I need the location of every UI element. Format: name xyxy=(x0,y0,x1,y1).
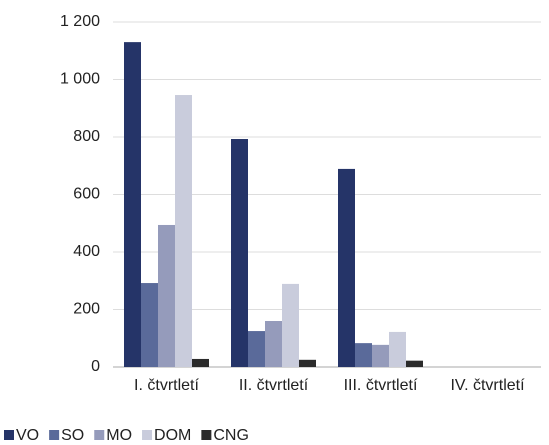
legend-label: DOM xyxy=(154,427,191,444)
legend-swatch xyxy=(4,430,14,440)
x-tick-label: IV. čtvrtletí xyxy=(450,377,525,394)
bar xyxy=(355,343,372,367)
bar xyxy=(192,358,209,367)
bar xyxy=(389,331,406,367)
y-tick-label: 600 xyxy=(73,186,100,203)
bar xyxy=(175,95,192,368)
bar xyxy=(231,139,248,367)
legend-label: SO xyxy=(61,427,84,444)
x-tick-label: I. čtvrtletí xyxy=(134,377,199,394)
legend-swatch xyxy=(201,430,212,440)
y-tick-label: 0 xyxy=(91,358,100,375)
y-tick-label: 200 xyxy=(73,301,100,318)
x-tick-label: II. čtvrtletí xyxy=(239,377,309,394)
x-tick-label: III. čtvrtletí xyxy=(344,377,418,394)
bar xyxy=(338,168,355,367)
bar xyxy=(406,360,423,367)
bar xyxy=(282,283,299,367)
y-tick-label: 1 200 xyxy=(60,13,100,30)
bar xyxy=(299,359,316,367)
bar xyxy=(141,283,158,367)
legend-swatch xyxy=(94,430,105,440)
y-tick-label: 800 xyxy=(73,128,100,145)
bar xyxy=(124,42,141,367)
legend-label: VO xyxy=(16,427,39,444)
legend-label: CNG xyxy=(213,427,249,444)
legend-swatch xyxy=(142,430,153,440)
bar xyxy=(372,344,389,367)
bar xyxy=(265,321,282,367)
legend-swatch xyxy=(49,430,60,440)
bar xyxy=(158,224,175,367)
legend-label: MO xyxy=(106,427,132,444)
y-tick-label: 400 xyxy=(73,243,100,260)
bar xyxy=(248,331,265,367)
y-tick-label: 1 000 xyxy=(60,71,100,88)
